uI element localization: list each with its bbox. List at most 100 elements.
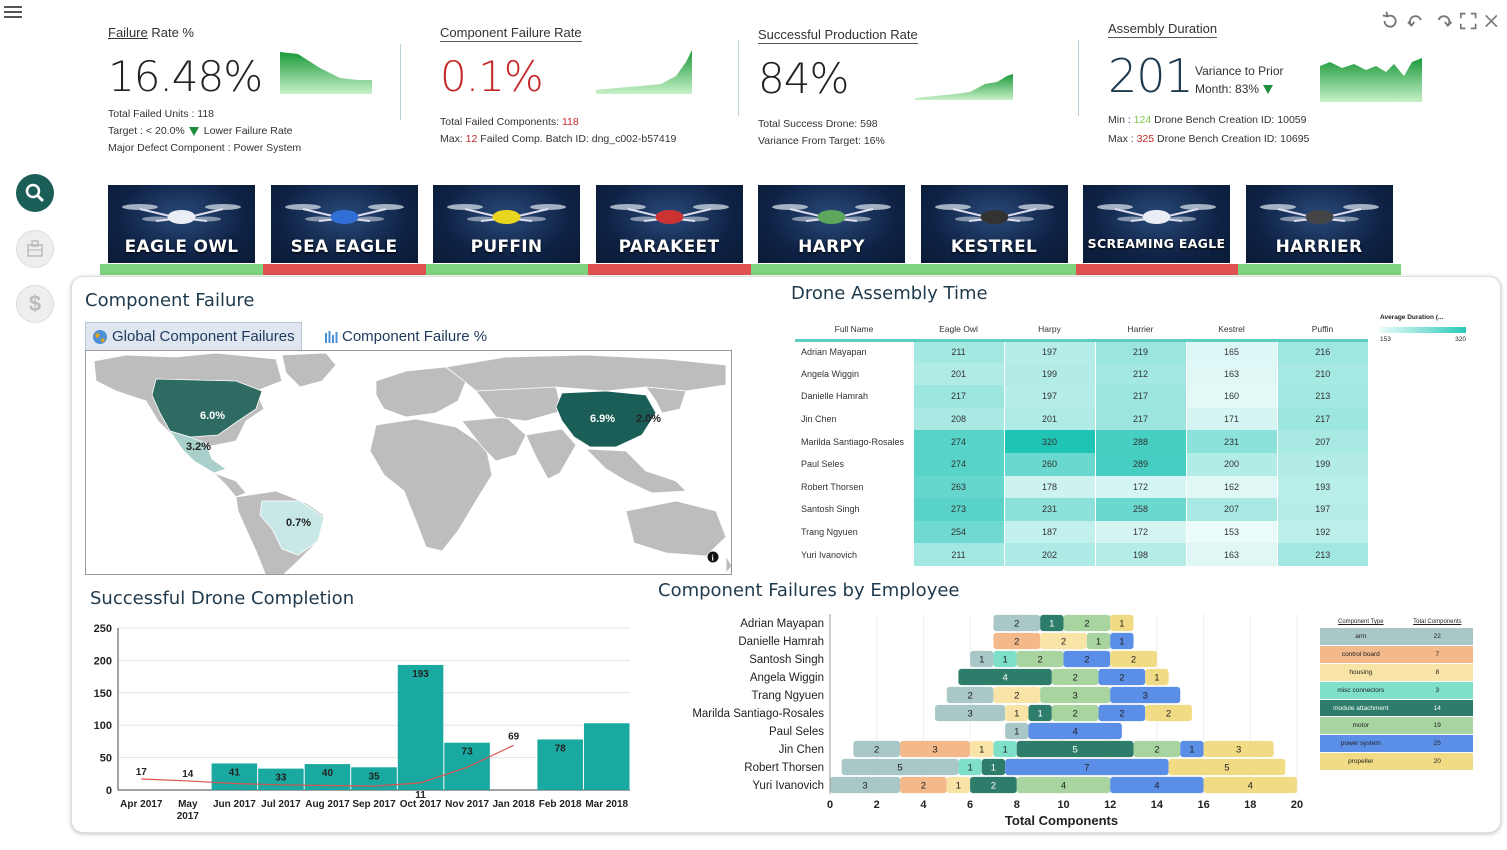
kpi-title: Successful Production Rate [758,27,918,44]
table-row: Yuri Ivanovich 211 202 198 163 213 [795,543,1368,566]
table-cell: 160 [1185,385,1277,408]
variance-text: Variance to Prior Month: 83% [1195,64,1284,96]
drone-status-bar [263,264,426,275]
drone-tile[interactable]: EAGLE OWL [108,185,255,263]
segment-label: 2 [1014,637,1019,648]
legend-total: 25 [1401,734,1473,754]
table-cell: 254 [912,520,1004,544]
component-failure-title: Component Failure [85,290,255,311]
table-cell: 201 [1003,407,1095,431]
kpi-failure-rate: Failure Rate % 16.48% Total Failed Units… [108,24,388,159]
segment-label: 1 [1154,673,1159,684]
legend-type: power system [1320,734,1402,754]
y-tick-label: 50 [100,753,112,765]
world-map[interactable]: 6.0% 3.2% 0.7% 6.9% 2.0% i [85,350,732,575]
bar-segment [1133,740,1181,758]
drone-icon [284,204,404,224]
kpi-title: Component Failure Rate [440,25,582,42]
x-tick-label: 12 [1104,799,1116,811]
bar-segment [1051,668,1099,686]
menu-icon[interactable] [4,6,22,20]
legend-type: housing [1320,663,1402,682]
inventory-button[interactable] [16,230,54,268]
tab-global-component-failures[interactable]: Global Component Failures [85,322,302,350]
y-tick-label: Adrian Mayapan [740,618,824,630]
table-cell: 217 [1276,407,1368,431]
segment-label: 3 [1073,691,1078,702]
drone-tile[interactable]: PUFFIN [433,185,580,263]
table-cell: 197 [1003,385,1095,408]
drone-name: HARPY [798,237,865,257]
tab-component-failure-percent[interactable]: Component Failure % [318,322,493,350]
drone-tile[interactable]: SCREAMING EAGLE [1083,185,1230,263]
kpi-successful-production: Successful Production Rate 84% Total Suc… [758,26,1058,161]
close-icon[interactable] [1483,12,1500,30]
undo-icon[interactable] [1406,10,1426,32]
kpi-line: Min : 124 Drone Bench Creation ID: 10059 [1108,114,1307,126]
table-cell: 219 [1094,340,1186,363]
table-cell: 211 [912,543,1004,566]
drone-tile[interactable]: PARAKEET [595,185,743,263]
kpi-title: Assembly Duration [1108,21,1218,38]
drone-icon [609,204,729,224]
segment-label: 2 [1084,655,1089,666]
bar-segment [1098,704,1146,722]
x-tick-label: 4 [920,799,927,811]
table-row: Santosh Singh 273 231 258 207 197 [795,498,1368,521]
search-button[interactable] [16,174,54,212]
reset-icon[interactable] [1380,10,1400,32]
bar [397,664,444,790]
bar-segment [1180,740,1204,758]
x-axis-label: Total Components [1005,813,1118,828]
cost-button[interactable]: $ [16,285,54,323]
table-cell: 263 [912,475,1004,499]
bar-segment [1086,632,1111,650]
segment-label: 1 [1014,727,1019,738]
drone-tile[interactable]: HARPY [758,185,905,263]
bar-segment [993,686,1041,704]
segment-label: 2 [1073,673,1078,684]
bar-segment [1040,686,1111,704]
column-header[interactable]: Eagle Owl [939,324,978,335]
bar-segment [1005,704,1029,722]
row-name: Marilda Santiago-Rosales [801,436,905,447]
x-tick-label: 2017 [177,811,200,822]
drone-tile[interactable]: KESTREL [920,185,1068,263]
legend-total: 7 [1401,645,1473,665]
kpi-value: 16.48% [108,52,263,101]
legend-row: motor 19 [1320,716,1473,736]
column-header[interactable]: Full Name [834,324,874,335]
segment-label: 2 [1131,655,1136,666]
legend-row: arm 22 [1320,628,1473,647]
y-tick-label: Santosh Singh [749,654,824,666]
column-header[interactable]: Puffin [1311,324,1334,335]
column-header[interactable]: Kestrel [1218,324,1245,335]
segment-label: 1 [1002,745,1007,756]
table-cell: 208 [912,407,1004,431]
kpi-assembly-duration: Assembly Duration 201 Min : 124 Drone Be… [1108,20,1438,160]
column-header[interactable]: Harpy [1038,324,1061,335]
drone-tile[interactable]: HARRIER [1245,185,1393,263]
segment-label: 1 [956,781,961,792]
redo-icon[interactable] [1433,10,1453,32]
drone-tile[interactable]: SEA EAGLE [270,185,418,263]
map-label: 3.2% [186,441,211,453]
bar-segment [1168,758,1286,776]
table-cell: 217 [912,385,1004,408]
legend-type: arm [1320,628,1402,647]
map-label: 0.7% [286,517,311,529]
fullscreen-icon[interactable] [1459,11,1477,31]
table-cell: 197 [1003,340,1095,363]
kpi-value: 84% [758,54,849,103]
map-region-mexico [169,430,227,474]
kpi-component-failure-rate: Component Failure Rate 0.1% Total Failed… [440,24,730,159]
trend-line [141,744,514,787]
table-cell: 162 [1185,475,1277,499]
kpi-line: Total Failed Components: 118 [440,116,579,128]
segment-label: 3 [1143,691,1148,702]
bar-segment [1005,722,1029,740]
drone-status-bar [425,264,588,275]
bar-segment [993,650,1017,668]
table-cell: 211 [912,340,1004,363]
column-header[interactable]: Harrier [1127,324,1154,335]
